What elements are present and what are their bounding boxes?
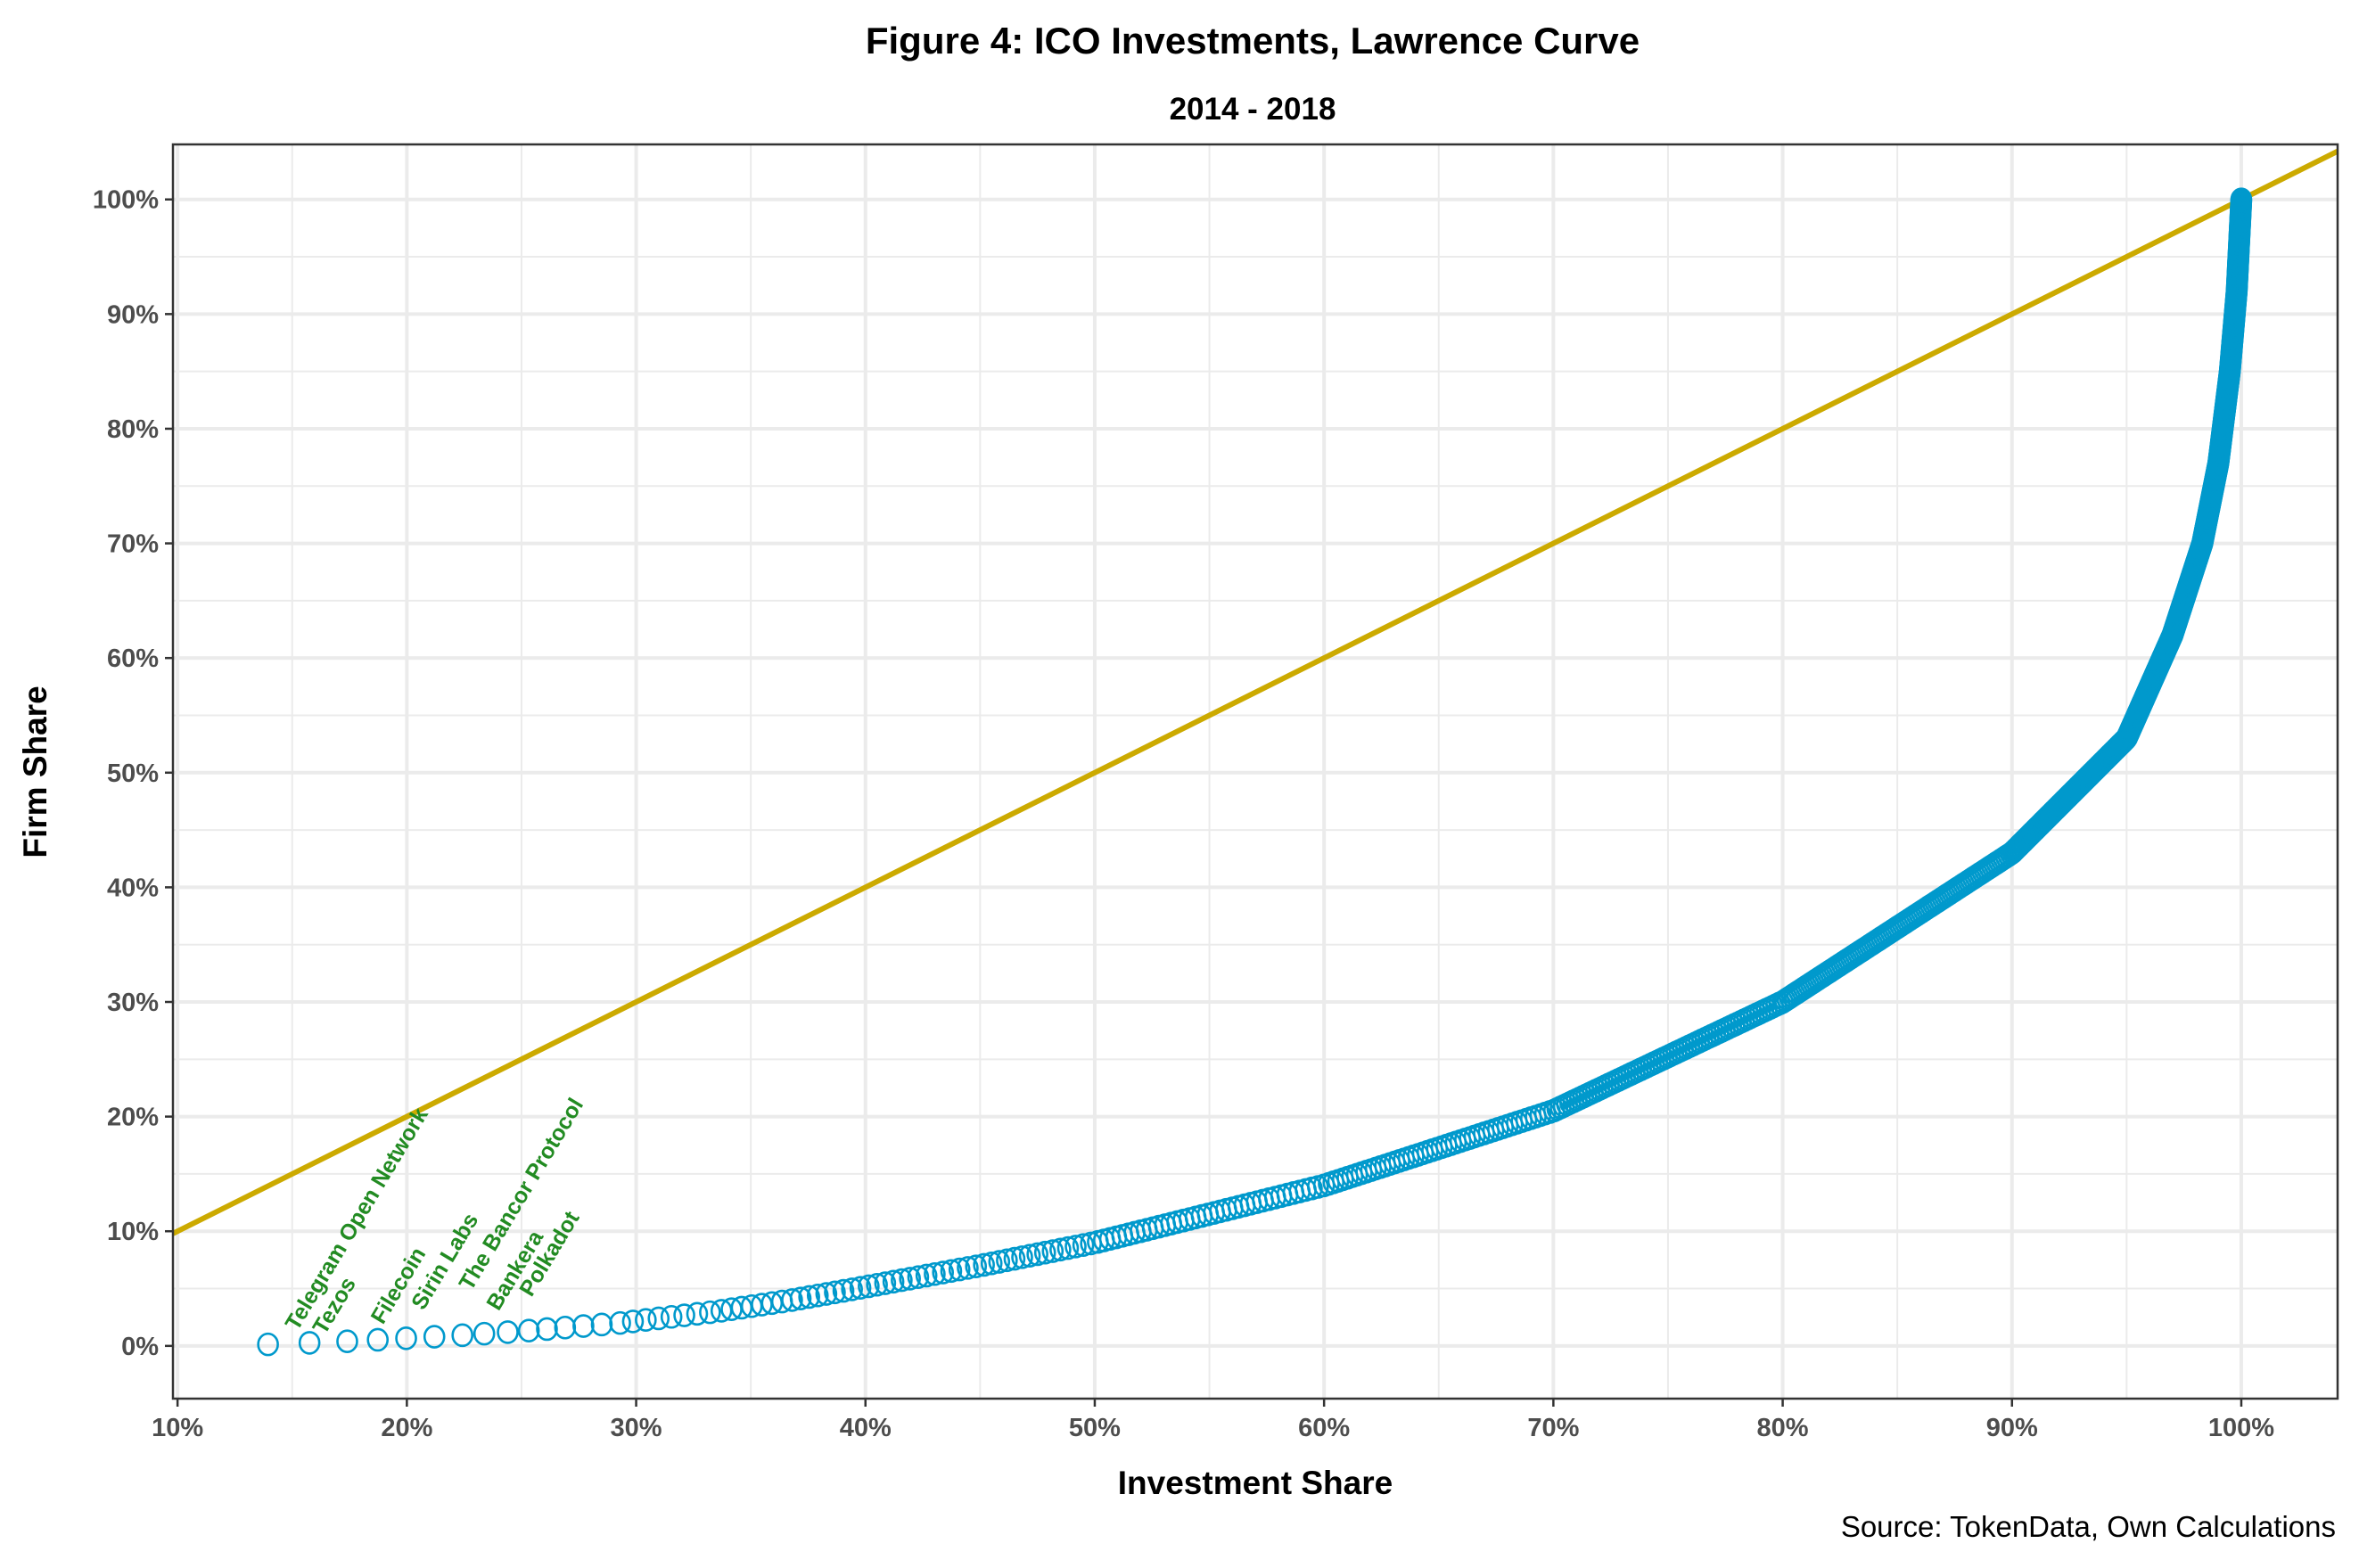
data-point	[423, 1325, 446, 1349]
data-point	[1003, 1246, 1026, 1271]
y-axis: 0% 10% 20% 30% 40% 50% 60% 70% 80% 90% 100%	[93, 186, 173, 1361]
data-point	[1018, 1244, 1041, 1268]
y-tick-label: 40%	[107, 874, 159, 902]
y-tick-label: 70%	[107, 530, 159, 559]
data-point	[635, 1308, 657, 1332]
data-point	[891, 1268, 913, 1293]
y-tick-label: 30%	[107, 989, 159, 1017]
data-point	[1041, 1239, 1064, 1263]
x-tick-label: 30%	[611, 1414, 662, 1442]
data-point	[915, 1263, 938, 1288]
data-point	[832, 1278, 855, 1303]
y-tick-label: 80%	[107, 415, 159, 444]
data-point	[517, 1318, 540, 1342]
data-point	[298, 1331, 321, 1355]
data-point	[1026, 1242, 1048, 1267]
y-tick-label: 60%	[107, 644, 159, 673]
y-tick-label: 50%	[107, 759, 159, 788]
data-point	[366, 1327, 390, 1352]
data-point	[257, 1332, 279, 1357]
data-point	[686, 1301, 709, 1326]
data-point	[699, 1300, 721, 1325]
equality-line	[171, 149, 2339, 1236]
data-point	[940, 1259, 963, 1284]
x-tick-label: 70%	[1527, 1414, 1579, 1442]
data-point	[815, 1282, 838, 1306]
data-point	[874, 1271, 897, 1295]
x-tick-label: 100%	[2208, 1414, 2274, 1442]
chart-title: Figure 4: ICO Investments, Lawrence Curv…	[866, 20, 1640, 62]
data-point	[781, 1288, 803, 1312]
data-point	[996, 1248, 1018, 1273]
data-point	[924, 1261, 946, 1286]
x-tick-label: 60%	[1298, 1414, 1350, 1442]
data-point	[1056, 1236, 1080, 1260]
data-point	[980, 1251, 1003, 1276]
data-point	[497, 1320, 519, 1344]
data-point	[973, 1252, 995, 1277]
data-point	[451, 1323, 473, 1348]
data-point	[1049, 1237, 1072, 1262]
data-point	[932, 1260, 954, 1285]
data-point	[988, 1250, 1011, 1274]
data-point	[858, 1274, 880, 1299]
x-tick-label: 20%	[381, 1414, 432, 1442]
x-tick-label: 90%	[1986, 1414, 2038, 1442]
plot-panel-border	[171, 143, 2339, 1400]
data-point	[841, 1277, 863, 1301]
data-point	[336, 1329, 358, 1353]
data-point	[590, 1312, 613, 1337]
data-point	[957, 1256, 979, 1280]
y-tick-label: 0%	[121, 1333, 159, 1361]
x-tick-label: 10%	[152, 1414, 203, 1442]
data-point	[536, 1317, 558, 1342]
data-point	[866, 1272, 888, 1297]
data-point	[798, 1285, 820, 1309]
data-point	[789, 1286, 812, 1310]
data-point	[660, 1304, 683, 1329]
source-caption: Source: TokenData, Own Calculations	[1841, 1510, 2336, 1543]
data-point	[899, 1267, 921, 1291]
data-point	[673, 1303, 695, 1327]
data-point	[907, 1265, 930, 1289]
data-point	[849, 1276, 872, 1300]
data-point	[572, 1314, 595, 1338]
data-point	[1011, 1245, 1033, 1269]
data-point	[395, 1326, 417, 1350]
data-point	[554, 1315, 577, 1340]
data-point	[965, 1254, 988, 1278]
data-points	[257, 187, 2253, 1357]
data-point	[2230, 187, 2253, 212]
data-point	[948, 1257, 971, 1282]
grid-lines	[173, 144, 2338, 1399]
chart-subtitle: 2014 - 2018	[1170, 92, 1336, 127]
x-axis: 10% 20% 30% 40% 50% 60% 70% 80% 90% 100%	[152, 1399, 2274, 1442]
data-point	[882, 1269, 905, 1294]
y-tick-label: 10%	[107, 1218, 159, 1246]
data-point	[647, 1306, 670, 1331]
data-point	[806, 1283, 829, 1308]
data-point	[621, 1309, 645, 1334]
data-point	[824, 1280, 846, 1305]
y-tick-label: 100%	[93, 186, 159, 215]
x-tick-label: 80%	[1757, 1414, 1809, 1442]
x-axis-label: Investment Share	[1118, 1465, 1393, 1501]
equality-line-group	[171, 149, 2339, 1236]
data-point	[1033, 1240, 1056, 1265]
y-tick-label: 20%	[107, 1104, 159, 1132]
x-tick-label: 50%	[1069, 1414, 1121, 1442]
data-point	[1064, 1235, 1087, 1259]
data-point	[609, 1310, 631, 1335]
y-axis-label: Firm Share	[17, 685, 53, 858]
data-point	[1072, 1233, 1095, 1257]
y-tick-label: 90%	[107, 300, 159, 329]
data-point	[473, 1321, 496, 1346]
x-tick-label: 40%	[840, 1414, 892, 1442]
